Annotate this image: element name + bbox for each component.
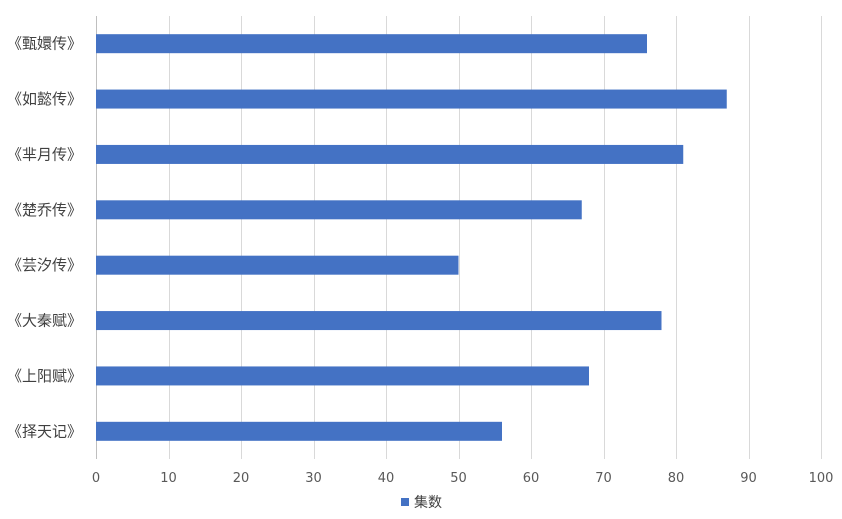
bar	[96, 366, 589, 386]
x-tick-labels: 0 10 20 30 40 50 60 70 80 90 100	[92, 471, 834, 486]
category-label: 《上阳赋》	[7, 367, 82, 385]
category-label: 《楚乔传》	[7, 201, 82, 219]
legend-swatch	[401, 498, 409, 506]
category-labels: 《甄嬛传》《如懿传》《芈月传》《楚乔传》《芸汐传》《大秦赋》《上阳赋》《择天记》	[7, 35, 82, 441]
x-tick-label: 10	[160, 471, 177, 486]
x-tick-label: 30	[305, 471, 322, 486]
category-label: 《如懿传》	[7, 90, 82, 108]
x-tick-label: 70	[595, 471, 612, 486]
x-tick-label: 90	[740, 471, 757, 486]
legend-label: 集数	[414, 494, 442, 511]
legend: 集数	[401, 494, 442, 511]
category-label: 《择天记》	[7, 422, 82, 440]
category-label: 《大秦赋》	[7, 312, 82, 330]
x-tick-label: 20	[233, 471, 250, 486]
category-label: 《甄嬛传》	[7, 35, 82, 53]
bar	[96, 34, 647, 54]
bar	[96, 311, 662, 331]
category-label: 《芸汐传》	[7, 256, 82, 274]
x-tick-label: 0	[92, 471, 100, 486]
x-tick-label: 60	[523, 471, 540, 486]
bars	[96, 34, 727, 441]
x-tick-label: 40	[378, 471, 395, 486]
x-tick-label: 50	[450, 471, 467, 486]
gridlines	[96, 16, 822, 459]
bar	[96, 89, 727, 109]
bar	[96, 144, 684, 164]
bar	[96, 255, 459, 275]
x-tick-label: 80	[668, 471, 685, 486]
bar	[96, 421, 502, 441]
x-tick-label: 100	[809, 471, 834, 486]
category-label: 《芈月传》	[7, 145, 82, 163]
bar	[96, 200, 582, 220]
